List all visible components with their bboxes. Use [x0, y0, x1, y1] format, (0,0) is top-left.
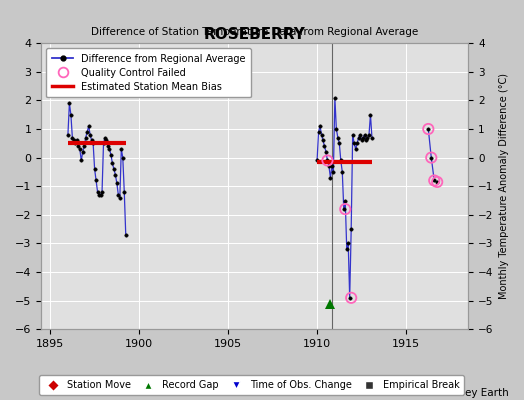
Title: ROSEBERRY: ROSEBERRY	[204, 27, 305, 42]
Point	[433, 179, 441, 185]
Point	[427, 154, 435, 161]
Point	[430, 177, 439, 184]
Y-axis label: Monthly Temperature Anomaly Difference (°C): Monthly Temperature Anomaly Difference (…	[499, 73, 509, 299]
Point	[323, 157, 332, 164]
Point	[424, 126, 432, 132]
Text: Difference of Station Temperature Data from Regional Average: Difference of Station Temperature Data f…	[91, 28, 418, 38]
Legend: Station Move, Record Gap, Time of Obs. Change, Empirical Break: Station Move, Record Gap, Time of Obs. C…	[39, 376, 464, 395]
Point	[347, 295, 355, 301]
Legend: Difference from Regional Average, Quality Control Failed, Estimated Station Mean: Difference from Regional Average, Qualit…	[46, 48, 252, 98]
Text: Berkeley Earth: Berkeley Earth	[432, 388, 508, 398]
Point	[341, 206, 350, 212]
